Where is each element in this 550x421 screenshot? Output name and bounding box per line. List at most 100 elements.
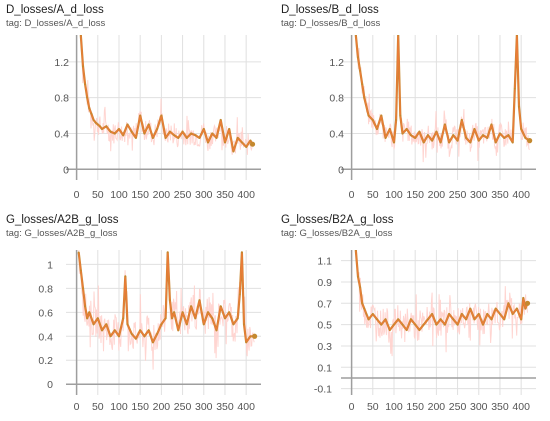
data-point [190, 132, 192, 135]
last-value-marker [249, 141, 256, 147]
data-point [376, 318, 378, 321]
data-point [452, 134, 455, 137]
data-point [401, 323, 404, 326]
data-point [361, 83, 364, 86]
data-point [431, 139, 434, 142]
data-point [202, 323, 205, 326]
data-point [143, 132, 146, 135]
chart-tag: tag: D_losses/B_d_loss [281, 18, 381, 29]
x-tick-label: 250 [449, 189, 467, 201]
data-point [490, 318, 493, 321]
data-point [435, 130, 438, 133]
data-point [173, 311, 175, 314]
chart-plot-area[interactable]: 0 50 100 150 200 250 300 350 400 -0.1 0.1 0.3 0.5 0.7… [275, 210, 550, 420]
data-point [185, 137, 188, 139]
data-point [405, 128, 408, 130]
data-point [477, 313, 480, 315]
x-tick-label: 50 [92, 189, 104, 201]
x-tick-label: 300 [470, 189, 488, 201]
y-tick-label: 0.8 [329, 93, 344, 105]
data-point [86, 96, 89, 99]
data-point [410, 134, 412, 137]
data-point [393, 141, 395, 144]
chart-tag: tag: G_losses/B2A_g_loss [281, 228, 393, 239]
data-point [147, 123, 150, 126]
data-point [388, 128, 391, 130]
chart-plot-area[interactable]: 0 50 100 150 200 250 300 350 400 0 0.4 0.8 1.2 [275, 0, 550, 210]
x-tick-label: 0 [74, 401, 80, 413]
data-point [371, 119, 374, 121]
data-point [460, 313, 463, 315]
chart-title: D_losses/A_d_loss [6, 4, 104, 16]
data-point [435, 323, 438, 326]
data-point [105, 323, 108, 326]
data-point [422, 141, 425, 144]
data-point [439, 318, 442, 321]
chart-panel-b-d-loss: D_losses/B_d_loss tag: D_losses/B_d_loss… [275, 0, 550, 210]
data-point [503, 318, 506, 321]
data-point [105, 125, 108, 128]
data-point [359, 69, 361, 72]
last-value-marker [252, 333, 258, 339]
data-point [84, 305, 86, 308]
data-point [118, 128, 120, 130]
data-point [96, 317, 99, 320]
data-point [160, 114, 163, 117]
data-point [198, 137, 201, 139]
y-tick-label: 1.1 [317, 256, 332, 268]
data-point [365, 313, 368, 315]
data-point [465, 137, 467, 139]
data-point [384, 137, 387, 139]
data-point [88, 107, 91, 110]
data-point [168, 130, 171, 133]
last-value-marker [527, 138, 533, 144]
data-point [397, 35, 400, 36]
data-point [507, 134, 510, 137]
data-point [101, 329, 103, 332]
y-tick-label: -0.1 [314, 384, 332, 396]
data-point [94, 121, 97, 124]
data-point [410, 318, 412, 321]
data-point [414, 323, 417, 326]
data-point [113, 132, 116, 135]
data-point [499, 313, 501, 315]
data-point [84, 83, 86, 86]
data-point [516, 307, 518, 310]
y-tick-label: 0.5 [317, 320, 332, 332]
data-point [380, 114, 383, 117]
chart-title: G_losses/A2B_g_loss [6, 214, 119, 226]
data-point [452, 318, 455, 321]
series-group [77, 250, 258, 370]
data-point [388, 329, 391, 331]
data-point [241, 251, 243, 254]
data-point [357, 275, 359, 278]
data-point [207, 141, 209, 144]
data-point [465, 318, 467, 321]
data-point [486, 137, 489, 139]
x-tick-label: 350 [491, 401, 509, 413]
data-point [448, 313, 450, 315]
x-tick-label: 0 [349, 189, 355, 201]
y-tick-label: 0.8 [38, 283, 53, 295]
data-point [524, 137, 527, 139]
series-group [354, 35, 533, 163]
chart-plot-area[interactable]: 0 50 100 150 200 250 300 350 400 0 0.2 0.4 0.6 0.8 1 [0, 210, 275, 420]
x-tick-label: 100 [110, 189, 128, 201]
data-point [232, 323, 235, 326]
data-point [486, 313, 489, 315]
data-point [516, 35, 518, 36]
data-point [371, 313, 374, 315]
y-tick-label: 0.1 [317, 362, 332, 374]
data-point [96, 123, 99, 126]
data-point [354, 250, 357, 251]
y-tick-label: 0 [63, 164, 69, 176]
data-point [405, 329, 408, 331]
x-tick-label: 350 [216, 401, 234, 413]
data-point [90, 112, 93, 115]
data-point [126, 123, 129, 126]
chart-plot-area[interactable]: 0 50 100 150 200 250 300 350 400 0 0.4 0.8 1.2 [0, 0, 275, 210]
x-tick-label: 400 [237, 401, 255, 413]
x-tick-label: 400 [512, 401, 530, 413]
y-tick-label: 1 [47, 259, 53, 271]
data-point [113, 329, 116, 332]
